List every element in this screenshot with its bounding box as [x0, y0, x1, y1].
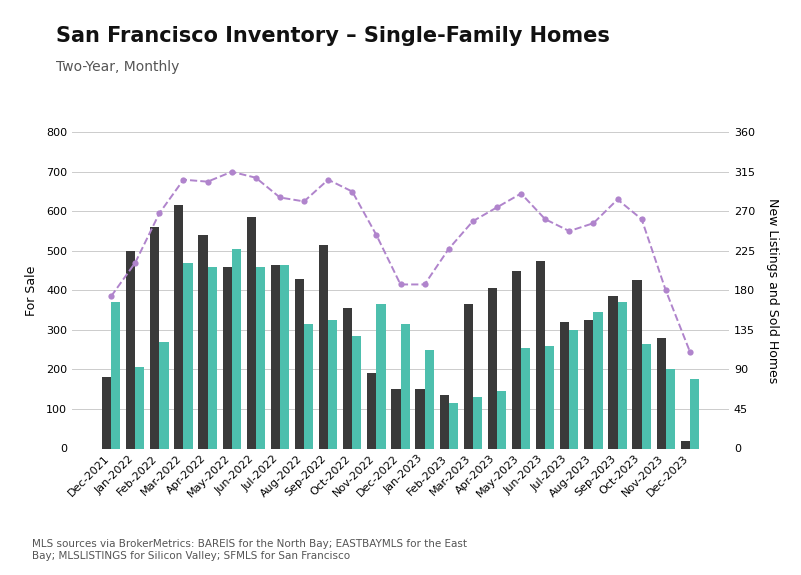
Bar — [657, 338, 666, 448]
Bar — [343, 308, 352, 448]
Bar — [367, 373, 376, 448]
Bar — [560, 322, 570, 449]
Bar — [295, 278, 304, 448]
Bar — [175, 205, 183, 448]
Bar — [473, 397, 482, 449]
Bar — [570, 330, 578, 448]
Bar — [666, 369, 675, 449]
Bar — [231, 249, 241, 448]
Bar — [400, 324, 409, 448]
Bar — [464, 304, 473, 448]
Text: MLS sources via BrokerMetrics: BAREIS for the North Bay; EASTBAYMLS for the East: MLS sources via BrokerMetrics: BAREIS fo… — [32, 539, 467, 561]
Text: San Francisco Inventory – Single-Family Homes: San Francisco Inventory – Single-Family … — [56, 26, 610, 46]
Bar — [488, 289, 497, 448]
Bar — [183, 263, 192, 448]
Bar — [352, 336, 361, 448]
Bar — [633, 281, 642, 448]
Bar — [159, 342, 168, 449]
Bar — [280, 264, 289, 448]
Bar — [199, 235, 207, 448]
Bar — [111, 302, 120, 448]
Bar — [102, 377, 111, 448]
Bar — [376, 304, 385, 448]
Bar — [223, 267, 231, 448]
Bar — [594, 312, 602, 448]
Bar — [150, 227, 159, 448]
Bar — [416, 389, 425, 448]
Bar — [126, 251, 135, 448]
Bar — [256, 267, 265, 448]
Bar — [328, 320, 337, 448]
Bar — [247, 217, 256, 448]
Bar — [135, 367, 144, 448]
Bar — [681, 440, 690, 448]
Bar — [609, 296, 618, 448]
Bar — [521, 348, 530, 448]
Bar — [512, 271, 521, 448]
Bar — [207, 267, 217, 448]
Y-axis label: For Sale: For Sale — [25, 265, 38, 316]
Bar — [642, 344, 651, 448]
Bar — [618, 302, 626, 448]
Bar — [690, 380, 699, 448]
Bar — [319, 245, 328, 448]
Y-axis label: New Listings and Sold Homes: New Listings and Sold Homes — [766, 198, 779, 383]
Bar — [545, 346, 554, 448]
Bar — [440, 395, 449, 448]
Bar — [425, 350, 434, 448]
Bar — [271, 264, 280, 448]
Text: Two-Year, Monthly: Two-Year, Monthly — [56, 60, 179, 74]
Bar — [536, 260, 545, 448]
Bar — [392, 389, 400, 448]
Bar — [497, 391, 506, 448]
Bar — [304, 324, 313, 448]
Bar — [584, 320, 594, 448]
Bar — [449, 403, 458, 448]
